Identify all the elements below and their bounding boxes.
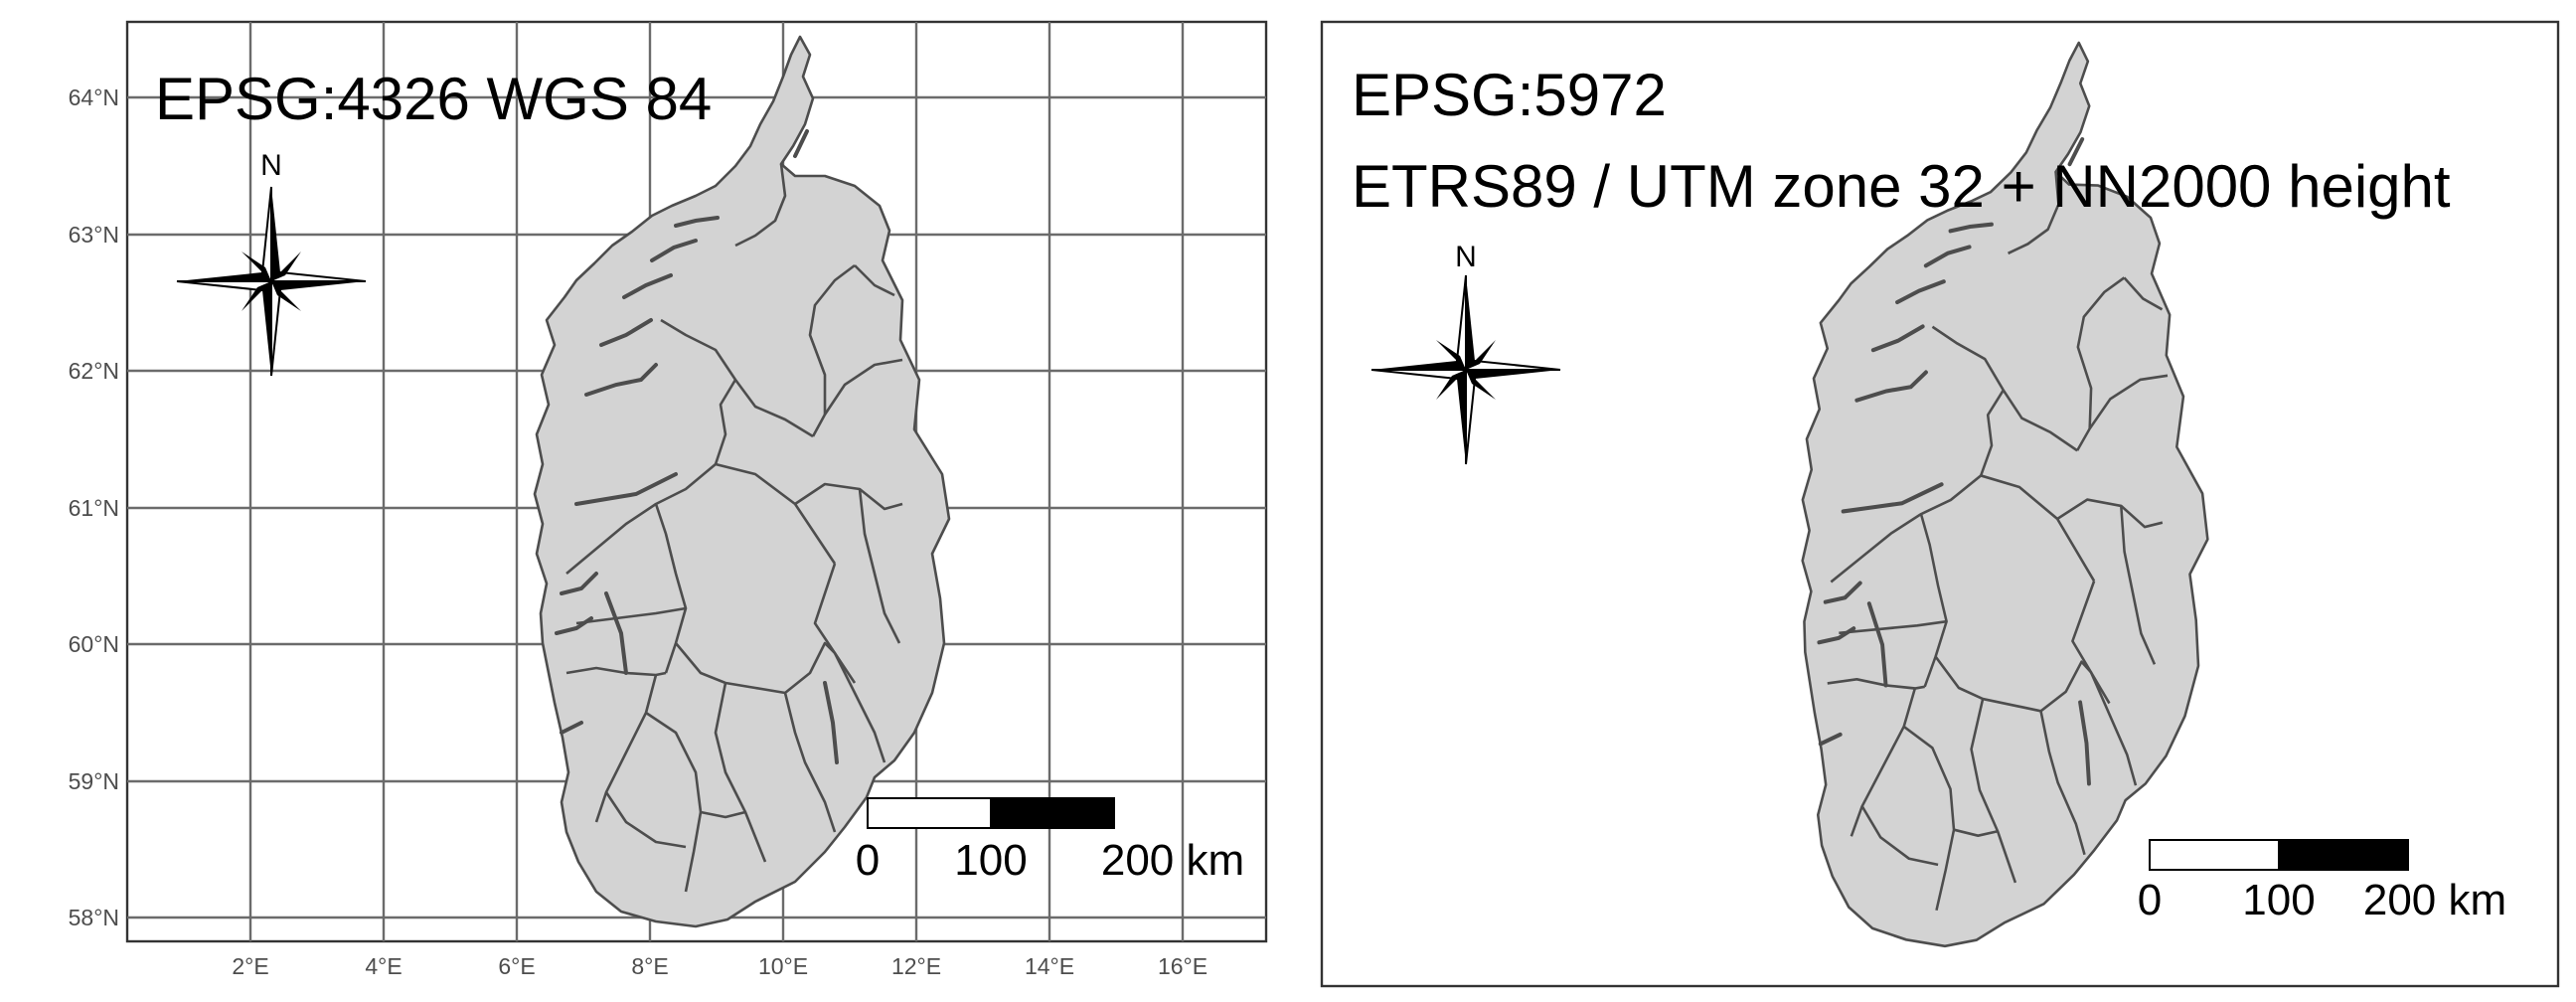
lat-tick-62: 62°N bbox=[69, 358, 119, 384]
left-north-label: N bbox=[260, 149, 282, 182]
left-map-panel: 58°N 59°N 60°N 61°N 62°N 63°N 64°N 2°E 4… bbox=[69, 20, 1268, 979]
scale-label-0: 0 bbox=[2138, 876, 2162, 924]
scale-segment-light bbox=[2149, 839, 2280, 871]
lat-tick-64: 64°N bbox=[69, 84, 119, 110]
left-scale-bar: 0 100 200 km bbox=[856, 797, 1244, 885]
lat-tick-labels: 58°N 59°N 60°N 61°N 62°N 63°N 64°N bbox=[69, 84, 119, 930]
lon-tick-16: 16°E bbox=[1158, 953, 1208, 979]
right-map-title-1: EPSG:5972 bbox=[1352, 62, 1667, 128]
scale-segment-dark bbox=[2278, 839, 2409, 871]
scale-label-200: 200 km bbox=[2363, 876, 2506, 924]
lon-tick-4: 4°E bbox=[365, 953, 402, 979]
right-north-label: N bbox=[1455, 241, 1477, 273]
lon-tick-12: 12°E bbox=[891, 953, 941, 979]
lat-tick-61: 61°N bbox=[69, 495, 119, 521]
lon-tick-2: 2°E bbox=[232, 953, 268, 979]
right-map-title-2: ETRS89 / UTM zone 32 + NN2000 height bbox=[1352, 153, 2451, 220]
lat-tick-63: 63°N bbox=[69, 222, 119, 248]
scale-label-100: 100 bbox=[2242, 876, 2315, 924]
scale-label-100: 100 bbox=[954, 836, 1027, 885]
right-scale-bar: 0 100 200 km bbox=[2138, 839, 2506, 924]
lat-tick-60: 60°N bbox=[69, 631, 119, 657]
scale-label-200: 200 km bbox=[1101, 836, 1244, 885]
scale-label-0: 0 bbox=[856, 836, 880, 885]
right-map-panel: EPSG:5972 ETRS89 / UTM zone 32 + NN2000 … bbox=[1320, 20, 2560, 988]
scale-segment-light bbox=[867, 797, 992, 829]
scale-segment-dark bbox=[990, 797, 1115, 829]
lon-tick-8: 8°E bbox=[631, 953, 668, 979]
lon-tick-14: 14°E bbox=[1025, 953, 1074, 979]
lon-tick-10: 10°E bbox=[758, 953, 808, 979]
lat-tick-58: 58°N bbox=[69, 905, 119, 930]
lat-tick-59: 59°N bbox=[69, 768, 119, 794]
lon-tick-6: 6°E bbox=[498, 953, 535, 979]
lon-tick-labels: 2°E 4°E 6°E 8°E 10°E 12°E 14°E 16°E bbox=[232, 953, 1208, 979]
left-map-title: EPSG:4326 WGS 84 bbox=[155, 66, 712, 132]
north-arrow-icon bbox=[1370, 274, 1561, 465]
right-map-frame bbox=[1320, 20, 2560, 988]
